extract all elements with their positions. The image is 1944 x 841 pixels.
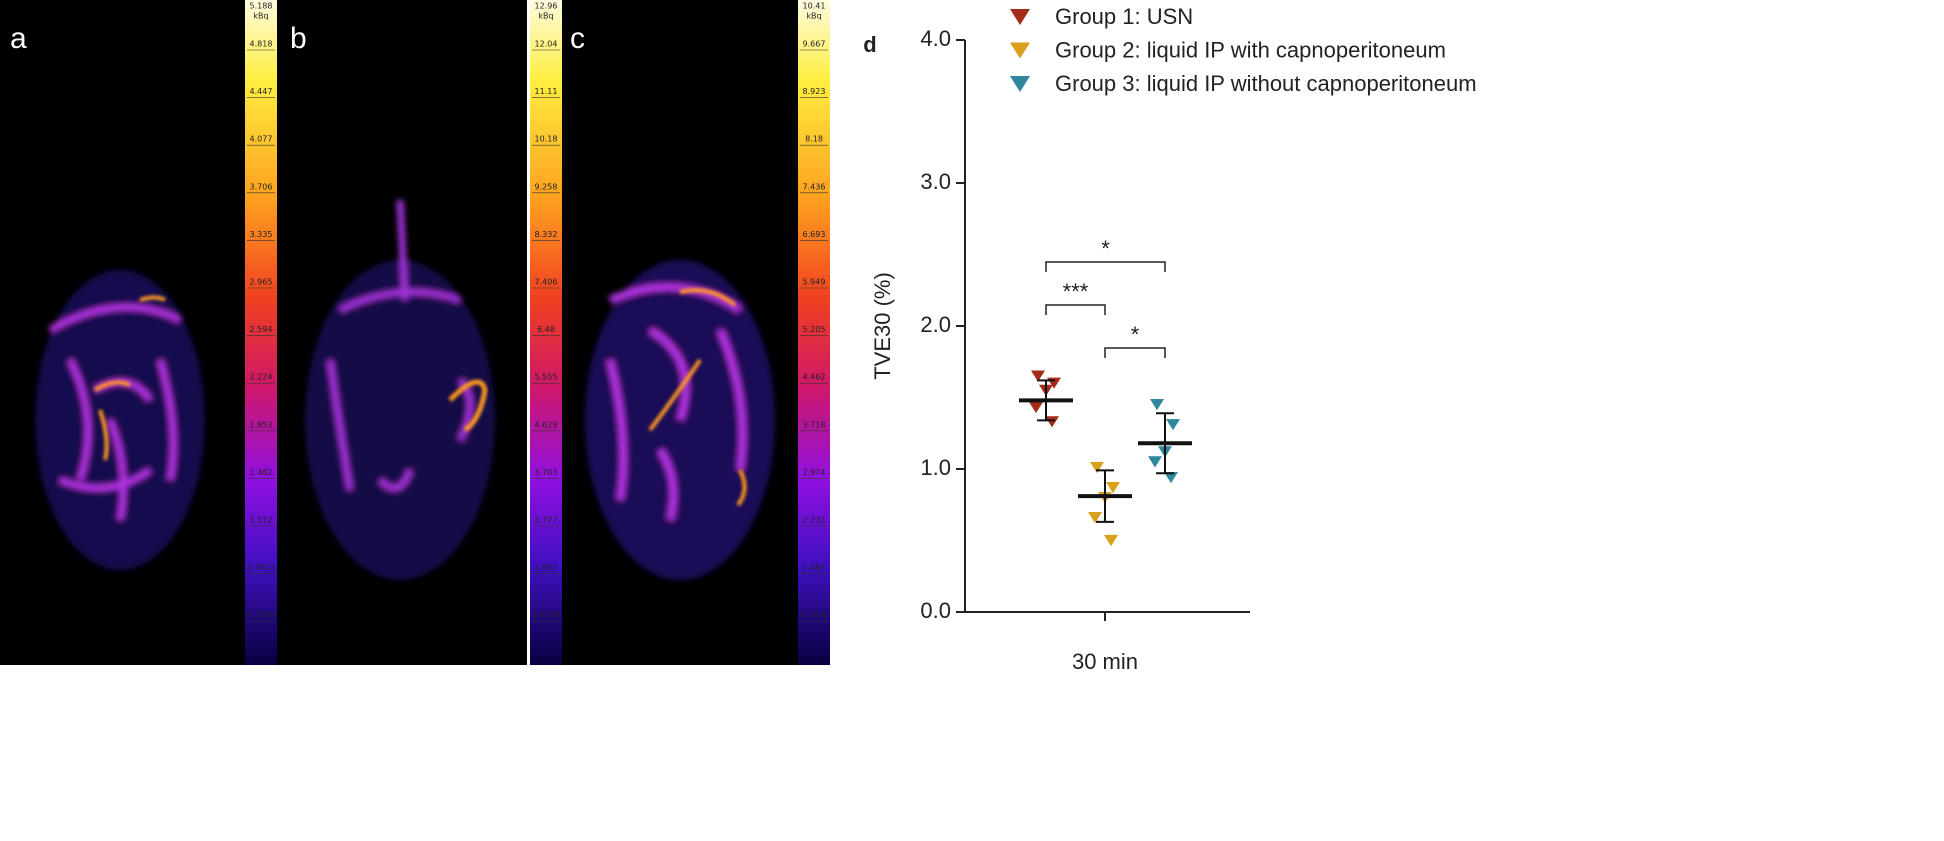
separator <box>527 0 530 665</box>
colorbar-tick-label: 6.693 <box>803 230 826 239</box>
scan-c-hot <box>648 288 747 507</box>
colorbar <box>530 0 562 665</box>
data-point <box>1045 416 1059 428</box>
colorbar-tick-label: 5.949 <box>803 278 826 287</box>
y-tick-label: 1.0 <box>920 455 951 480</box>
colorbar-tick-label: 2.224 <box>250 373 273 382</box>
colorbar-tick-label: 0.3706 <box>247 611 275 620</box>
image-panels <box>0 0 830 665</box>
legend-marker <box>1010 9 1030 25</box>
colorbar-tick-label: 3.335 <box>250 230 273 239</box>
significance-label: * <box>1101 236 1110 261</box>
colorbar-tick-label: 9.667 <box>803 40 826 49</box>
legend-label: Group 1: USN <box>1055 4 1193 29</box>
significance-bracket <box>1104 347 1166 358</box>
colorbar-tick-label: 5.555 <box>535 373 558 382</box>
scan-b-hot <box>448 379 488 433</box>
chart: d TVE30 (%) 0.0 1.0 2.0 3.0 4.0 30 min Group 1: … <box>863 4 1476 674</box>
colorbar-tick-label: 1.487 <box>803 563 826 572</box>
panel-label: d <box>863 32 876 57</box>
colorbar-tick-label: 2.965 <box>250 278 273 287</box>
colorbar-tick-label: 3.703 <box>535 468 558 477</box>
colorbar-tick-label: 8.332 <box>535 230 558 239</box>
colorbar-unit: kBq <box>538 12 553 21</box>
colorbar-tick-label: 2.594 <box>250 325 273 334</box>
significance-bracket <box>1045 261 1166 272</box>
colorbar-tick-label: 5.205 <box>803 325 826 334</box>
data-point <box>1148 456 1162 468</box>
colorbar-tick-label: 0.9258 <box>532 611 560 620</box>
colorbar-tick-label: 7.436 <box>803 182 826 191</box>
colorbar-tick-label: 0.7412 <box>247 563 275 572</box>
y-tick-label: 0.0 <box>920 598 951 623</box>
colorbar-tick-label: 4.462 <box>803 373 826 382</box>
colorbar-tick-label: 7.406 <box>535 278 558 287</box>
colorbar-tick-label: 2.777 <box>535 516 558 525</box>
colorbar-tick-label: 1.112 <box>250 516 273 525</box>
data-point <box>1164 471 1178 484</box>
scan-a <box>35 270 205 570</box>
legend-label: Group 2: liquid IP with capnoperitoneum <box>1055 37 1446 62</box>
colorbar-tick-label: 11.11 <box>535 87 558 96</box>
colorbar-tick-label: 2.974 <box>803 468 826 477</box>
colorbar-tick-label: 2.231 <box>803 516 826 525</box>
significance-label: *** <box>1063 279 1089 304</box>
x-tick-label: 30 min <box>1072 649 1138 674</box>
legend-label: Group 3: liquid IP without capnoperitone… <box>1055 71 1477 96</box>
y-tick-label: 2.0 <box>920 312 951 337</box>
colorbar-tick-label: 4.077 <box>250 135 273 144</box>
colorbar-tick-label: 8.923 <box>803 87 826 96</box>
colorbar-tick-label: 3.718 <box>803 420 826 429</box>
colorbar <box>798 0 830 665</box>
colorbar-tick-label: 9.258 <box>535 182 558 191</box>
legend-marker <box>1010 76 1030 92</box>
colorbar-max: 12.96 <box>535 2 558 11</box>
colorbar-tick-label: 8.18 <box>805 135 823 144</box>
colorbar-tick-label: 1.852 <box>535 563 558 572</box>
y-tick-label: 4.0 <box>920 26 951 51</box>
data-point <box>1166 419 1180 431</box>
scan-a-hot <box>93 295 166 461</box>
data-point <box>1031 370 1045 382</box>
colorbar-unit: kBq <box>806 12 821 21</box>
colorbar-unit: kBq <box>253 12 268 21</box>
colorbar <box>245 0 277 665</box>
colorbar-tick-label: 1.853 <box>250 420 273 429</box>
data-point <box>1150 399 1164 411</box>
data-point <box>1106 481 1120 494</box>
scan-b <box>305 199 495 580</box>
colorbar-tick-label: 6.48 <box>537 325 555 334</box>
scan-c <box>585 260 775 580</box>
y-axis-label: TVE30 (%) <box>870 272 895 380</box>
y-tick-label: 3.0 <box>920 169 951 194</box>
colorbar-tick-label: 4.818 <box>250 40 273 49</box>
legend-marker <box>1010 42 1030 59</box>
panel-label: c <box>570 22 585 55</box>
data-point <box>1104 534 1118 547</box>
significance-bracket <box>1045 304 1106 315</box>
colorbar-tick-label: 3.706 <box>250 182 273 191</box>
colorbar-tick-label: 12.04 <box>535 40 558 49</box>
colorbar-tick-label: 10.18 <box>535 135 558 144</box>
colorbar-tick-label: 4.447 <box>250 87 273 96</box>
colorbar-max: 5.188 <box>250 2 273 11</box>
panel-label: b <box>290 22 307 55</box>
colorbar-tick-label: 1.482 <box>250 468 273 477</box>
data-point <box>1029 401 1043 414</box>
data-point <box>1088 512 1102 524</box>
data-point <box>1090 461 1104 474</box>
colorbar-tick-label: 4.629 <box>535 420 558 429</box>
colorbar-max: 10.41 <box>803 2 826 11</box>
colorbar-tick-label: 0.7436 <box>800 611 828 620</box>
significance-label: * <box>1131 322 1140 347</box>
panel-label: a <box>10 22 27 55</box>
